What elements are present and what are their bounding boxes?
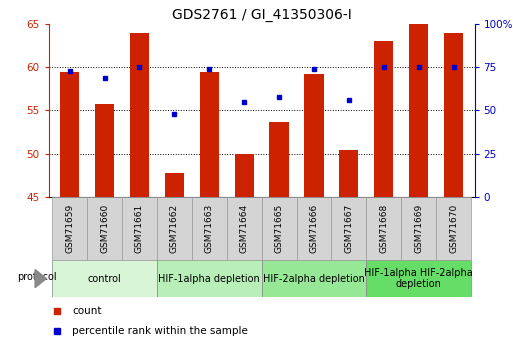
- Bar: [227, 197, 262, 260]
- Text: GSM71663: GSM71663: [205, 204, 214, 253]
- Bar: [87, 197, 122, 260]
- Bar: [304, 74, 324, 197]
- Text: count: count: [72, 306, 102, 316]
- Bar: [297, 197, 331, 260]
- Text: GSM71665: GSM71665: [274, 204, 284, 253]
- Bar: [200, 72, 219, 197]
- Text: HIF-1alpha HIF-2alpha
depletion: HIF-1alpha HIF-2alpha depletion: [364, 268, 473, 289]
- Bar: [52, 197, 87, 260]
- Bar: [157, 260, 262, 297]
- Bar: [444, 33, 463, 197]
- Text: percentile rank within the sample: percentile rank within the sample: [72, 326, 248, 336]
- Text: GSM71661: GSM71661: [135, 204, 144, 253]
- Bar: [366, 197, 401, 260]
- Bar: [331, 197, 366, 260]
- Bar: [157, 197, 192, 260]
- Text: protocol: protocol: [17, 272, 56, 282]
- Text: HIF-1alpha depletion: HIF-1alpha depletion: [159, 274, 260, 284]
- Bar: [401, 197, 436, 260]
- Bar: [60, 72, 80, 197]
- Polygon shape: [35, 269, 46, 288]
- Text: HIF-2alpha depletion: HIF-2alpha depletion: [263, 274, 365, 284]
- Text: GSM71668: GSM71668: [379, 204, 388, 253]
- Bar: [165, 172, 184, 197]
- Bar: [95, 104, 114, 197]
- Text: GSM71670: GSM71670: [449, 204, 458, 253]
- Bar: [436, 197, 471, 260]
- Text: control: control: [88, 274, 122, 284]
- Bar: [374, 41, 393, 197]
- Bar: [262, 197, 297, 260]
- Text: GSM71664: GSM71664: [240, 204, 249, 253]
- Bar: [339, 150, 359, 197]
- Text: GSM71667: GSM71667: [344, 204, 353, 253]
- Bar: [409, 24, 428, 197]
- Bar: [52, 260, 157, 297]
- Text: GSM71666: GSM71666: [309, 204, 319, 253]
- Bar: [122, 197, 157, 260]
- Bar: [192, 197, 227, 260]
- Bar: [366, 260, 471, 297]
- Text: GSM71660: GSM71660: [100, 204, 109, 253]
- Bar: [262, 260, 366, 297]
- Bar: [234, 154, 254, 197]
- Bar: [130, 33, 149, 197]
- Title: GDS2761 / GI_41350306-I: GDS2761 / GI_41350306-I: [172, 8, 351, 22]
- Bar: [269, 122, 289, 197]
- Text: GSM71669: GSM71669: [414, 204, 423, 253]
- Text: GSM71662: GSM71662: [170, 204, 179, 253]
- Text: GSM71659: GSM71659: [65, 204, 74, 253]
